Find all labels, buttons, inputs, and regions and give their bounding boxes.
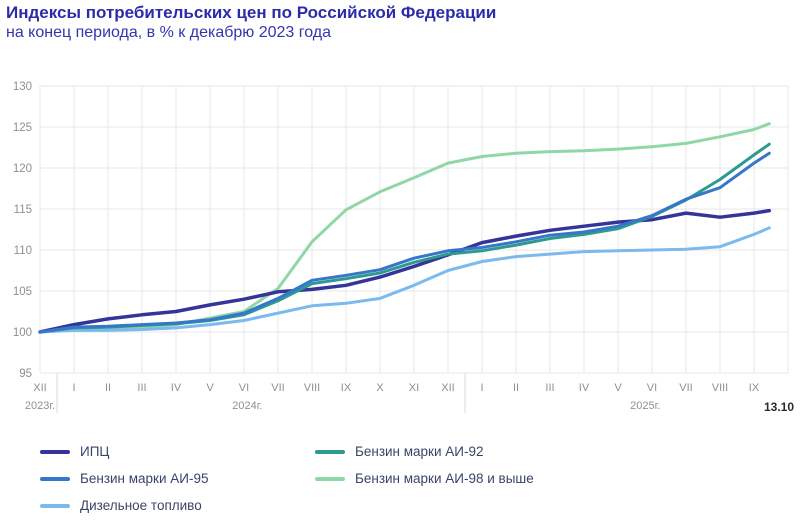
series-line-1 (38, 208, 772, 334)
chart-subtitle: на конец периода, в % к декабрю 2023 год… (6, 24, 332, 42)
x-tick-label: III (137, 382, 146, 394)
year-label: 2025г. (630, 400, 660, 412)
legend-item: Бензин марки АИ-95 (40, 470, 315, 487)
legend-label: ИПЦ (80, 444, 110, 459)
legend-column-left: ИПЦ Бензин марки АИ-95 Дизельное топливо (40, 443, 315, 514)
y-tick-label: 110 (14, 245, 32, 257)
y-tick-label: 100 (13, 327, 32, 339)
legend-label: Бензин марки АИ-98 и выше (355, 471, 534, 486)
x-tick-label: I (480, 382, 483, 394)
legend-swatch (315, 449, 345, 454)
legend-swatch (40, 503, 70, 508)
legend-item: Бензин марки АИ-92 (315, 443, 534, 460)
x-tick-label: III (545, 382, 554, 394)
legend-label: Бензин марки АИ-95 (80, 471, 209, 486)
x-tick-label: XII (441, 382, 454, 394)
legend-label: Бензин марки АИ-92 (355, 444, 484, 459)
series-line-2 (38, 151, 771, 334)
x-tick-label: VII (679, 382, 692, 394)
legend-item: ИПЦ (40, 443, 315, 460)
y-tick-label: 125 (13, 122, 32, 134)
x-tick-label: I (72, 382, 75, 394)
x-tick-label: V (206, 382, 214, 394)
legend-column-right: Бензин марки АИ-92 Бензин марки АИ-98 и в… (315, 443, 534, 514)
x-tick-label: XI (409, 382, 419, 394)
legend-item: Дизельное топливо (40, 497, 315, 514)
x-tick-label: VII (271, 382, 284, 394)
x-tick-label: IV (171, 382, 182, 394)
y-tick-label: 95 (19, 368, 32, 380)
chart-title: Индексы потребительских цен по Российско… (6, 3, 497, 22)
series-line-4 (38, 142, 771, 334)
x-tick-label: VIII (304, 382, 321, 394)
series-line-5 (38, 122, 771, 334)
legend-label: Дизельное топливо (80, 498, 202, 513)
x-tick-label: VIII (712, 382, 729, 394)
date-label: 13.10 (764, 400, 794, 414)
year-label: 2023г. (25, 400, 55, 412)
legend-swatch (315, 476, 345, 481)
y-tick-label: 120 (13, 163, 32, 175)
x-tick-label: II (513, 382, 519, 394)
y-tick-label: 115 (14, 204, 32, 216)
x-tick-label: VI (647, 382, 657, 394)
x-tick-label: IV (579, 382, 590, 394)
series-line-3 (38, 226, 771, 334)
y-tick-label: 105 (13, 286, 32, 298)
x-tick-label: IX (341, 382, 352, 394)
x-tick-label: XII (33, 382, 46, 394)
x-tick-label: X (376, 382, 384, 394)
chart-area: 95 100 105 110 115 120 125 130 XII I II III IV V VI VII… (0, 75, 800, 425)
year-label: 2024г. (232, 400, 262, 412)
legend-item: Бензин марки АИ-98 и выше (315, 470, 534, 487)
x-tick-label: V (614, 382, 622, 394)
x-tick-label: IX (749, 382, 760, 394)
y-tick-label: 130 (13, 81, 32, 93)
x-tick-label: II (105, 382, 111, 394)
chart-header: Индексы потребительских цен по Российско… (6, 2, 496, 43)
legend-swatch (40, 449, 70, 454)
legend-swatch (40, 476, 70, 481)
chart-legend: ИПЦ Бензин марки АИ-95 Дизельное топливо Б… (40, 443, 760, 514)
x-tick-label: VI (239, 382, 249, 394)
